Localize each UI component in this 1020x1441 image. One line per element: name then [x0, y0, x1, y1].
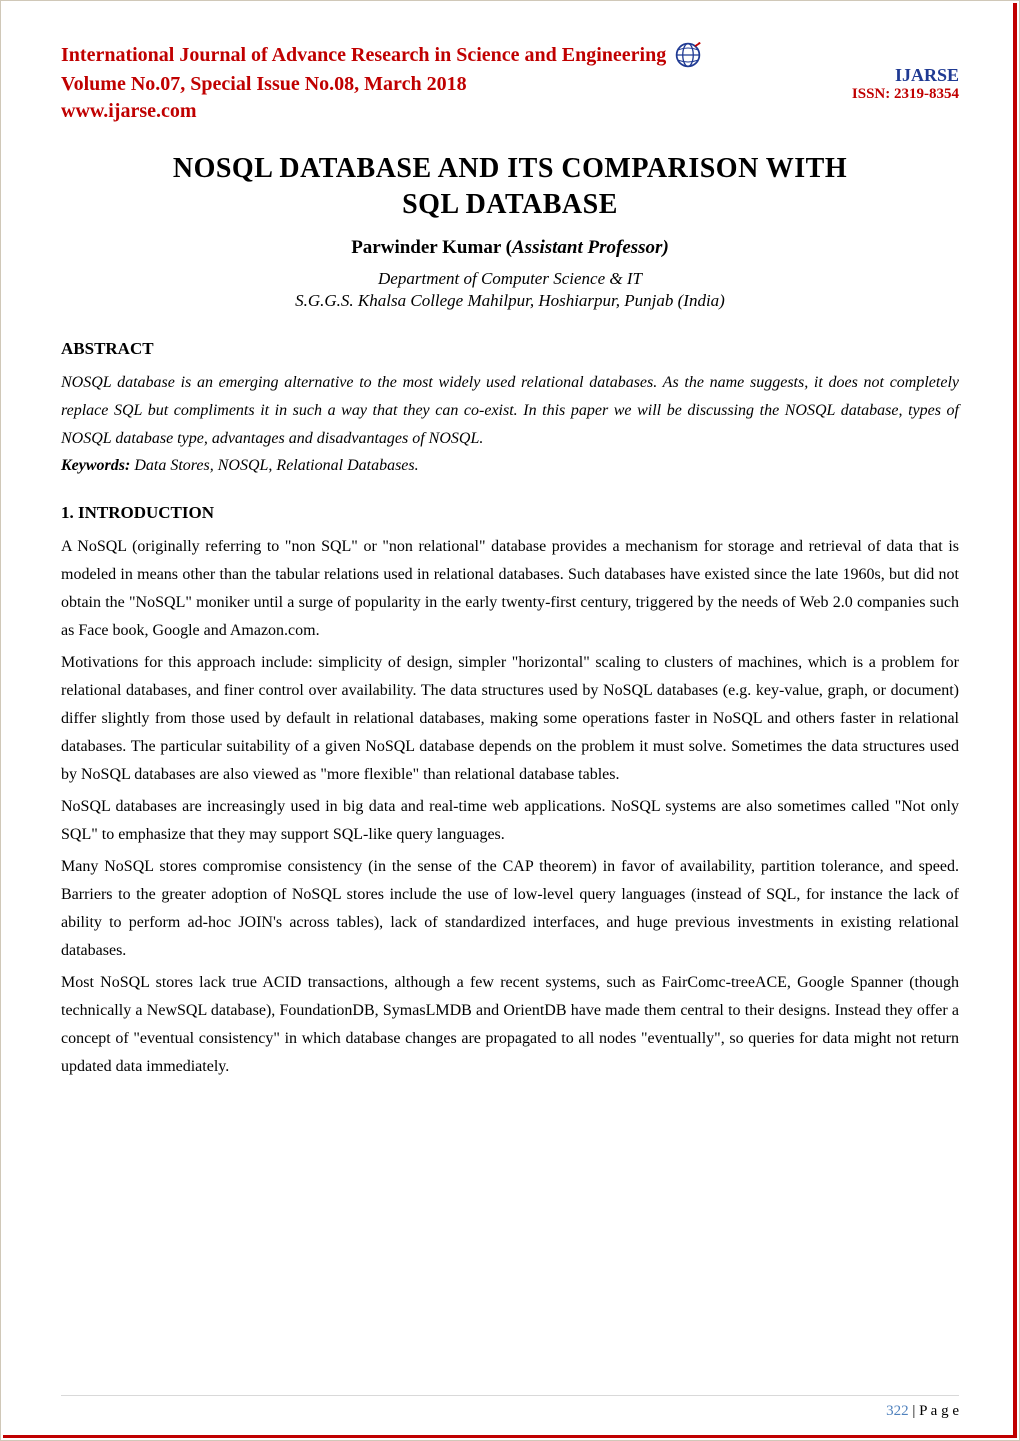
page-footer: 322 | P a g e	[886, 1403, 959, 1420]
abstract-body: NOSQL database is an emerging alternativ…	[61, 369, 959, 453]
journal-header-right: IJARSE ISSN: 2319-8354	[852, 41, 959, 103]
keywords-line: Keywords: Data Stores, NOSQL, Relational…	[61, 457, 959, 475]
affiliation-dept: Department of Computer Science & IT	[61, 269, 959, 289]
abstract-heading: ABSTRACT	[61, 339, 959, 359]
journal-url: www.ijarse.com	[61, 100, 852, 123]
intro-p3: NoSQL databases are increasingly used in…	[61, 793, 959, 849]
intro-p2: Motivations for this approach include: s…	[61, 649, 959, 789]
bottom-accent-bar	[3, 1435, 1017, 1438]
journal-issn: ISSN: 2319-8354	[852, 86, 959, 103]
journal-acronym: IJARSE	[852, 65, 959, 86]
intro-p5: Most NoSQL stores lack true ACID transac…	[61, 969, 959, 1081]
journal-header-left: International Journal of Advance Researc…	[61, 41, 852, 123]
keywords-label: Keywords:	[61, 457, 130, 474]
keywords-value: Data Stores, NOSQL, Relational Databases…	[130, 457, 418, 474]
affiliation-institution: S.G.G.S. Khalsa College Mahilpur, Hoshia…	[61, 291, 959, 311]
page-frame: International Journal of Advance Researc…	[0, 0, 1020, 1441]
footer-rule	[61, 1395, 959, 1396]
page-number: 322	[886, 1403, 909, 1419]
author-line: Parwinder Kumar (Assistant Professor)	[61, 237, 959, 259]
intro-heading: 1. INTRODUCTION	[61, 503, 959, 523]
journal-volume: Volume No.07, Special Issue No.08, March…	[61, 73, 852, 96]
paper-title-line1: NOSQL DATABASE AND ITS COMPARISON WITH	[61, 153, 959, 185]
journal-header: International Journal of Advance Researc…	[61, 41, 959, 123]
author-role: Assistant Professor)	[512, 237, 669, 258]
right-accent-bar	[1013, 3, 1017, 1438]
intro-p1: A NoSQL (originally referring to "non SQ…	[61, 533, 959, 645]
author-name: Parwinder Kumar (	[351, 237, 512, 258]
journal-title-row: International Journal of Advance Researc…	[61, 41, 852, 69]
paper-title-line2: SQL DATABASE	[61, 189, 959, 221]
intro-p4: Many NoSQL stores compromise consistency…	[61, 853, 959, 965]
page-suffix: | P a g e	[909, 1403, 959, 1419]
globe-icon	[674, 41, 702, 69]
journal-title: International Journal of Advance Researc…	[61, 44, 666, 67]
